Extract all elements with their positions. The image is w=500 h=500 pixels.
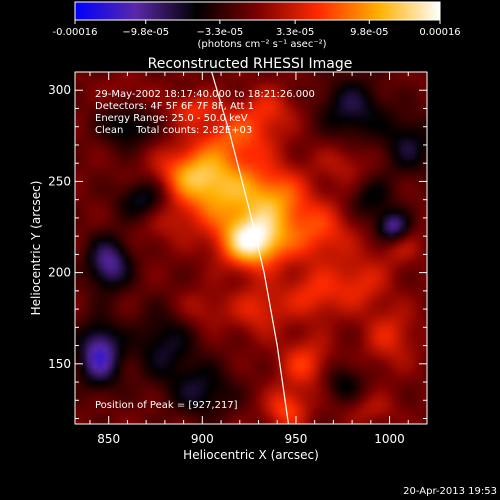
annotation-detectors: Detectors: 4F 5F 6F 7F 8F, Att 1 (95, 101, 254, 112)
colorbar-unit-label: (photons cm⁻² s⁻¹ asec⁻²) (197, 39, 326, 50)
x-tick-label: 1000 (374, 432, 405, 446)
colorbar: -0.00016 −9.8e-05 −3.3e-05 3.3e-05 9.8e-05 0.… (53, 1, 461, 50)
colorbar-tick-label: 0.00016 (419, 27, 460, 38)
y-tick-label: 300 (48, 83, 71, 97)
chart-title: Reconstructed RHESSI Image (148, 56, 353, 72)
colorbar-tick-label: -0.00016 (53, 27, 98, 38)
x-tick-label: 900 (191, 432, 214, 446)
colorbar-ticks: -0.00016 −9.8e-05 −3.3e-05 3.3e-05 9.8e-05 0.… (53, 20, 461, 38)
annotation-time-range: 29-May-2002 18:17:40.000 to 18:21:26.000 (95, 89, 315, 100)
colorbar-tick-label: 3.3e-05 (276, 27, 314, 38)
observation-info: 29-May-2002 18:17:40.000 to 18:21:26.000… (95, 89, 315, 411)
colorbar-tick-label: 9.8e-05 (350, 27, 388, 38)
colorbar-gradient (74, 1, 441, 21)
x-tick-label: 950 (284, 432, 307, 446)
heatmap (75, 71, 427, 425)
plot-frame (74, 71, 428, 425)
y-tick-label: 150 (48, 357, 71, 371)
y-tick-label: 250 (48, 174, 71, 188)
y-axis: 150 200 250 300 (48, 71, 427, 420)
colorbar-tick-label: −9.8e-05 (122, 27, 169, 38)
annotation-energy-range: Energy Range: 25.0 - 50.0 keV (95, 113, 248, 124)
solar-limb-curve (211, 71, 290, 425)
annotation-total-counts: Clean Total counts: 2.82E+03 (95, 125, 252, 136)
y-axis-label: Heliocentric Y (arcsec) (29, 181, 43, 316)
x-axis-label: Heliocentric X (arcsec) (183, 448, 319, 462)
footer-timestamp: 20-Apr-2013 19:53 (403, 486, 497, 497)
x-tick-label: 850 (97, 432, 120, 446)
colorbar-tick-label: −3.3e-05 (196, 27, 243, 38)
y-tick-label: 200 (48, 266, 71, 280)
annotation-peak-position: Position of Peak = [927,217] (95, 400, 238, 411)
heatmap-image (75, 72, 427, 424)
x-axis: 850 900 950 1000 (89, 72, 428, 446)
